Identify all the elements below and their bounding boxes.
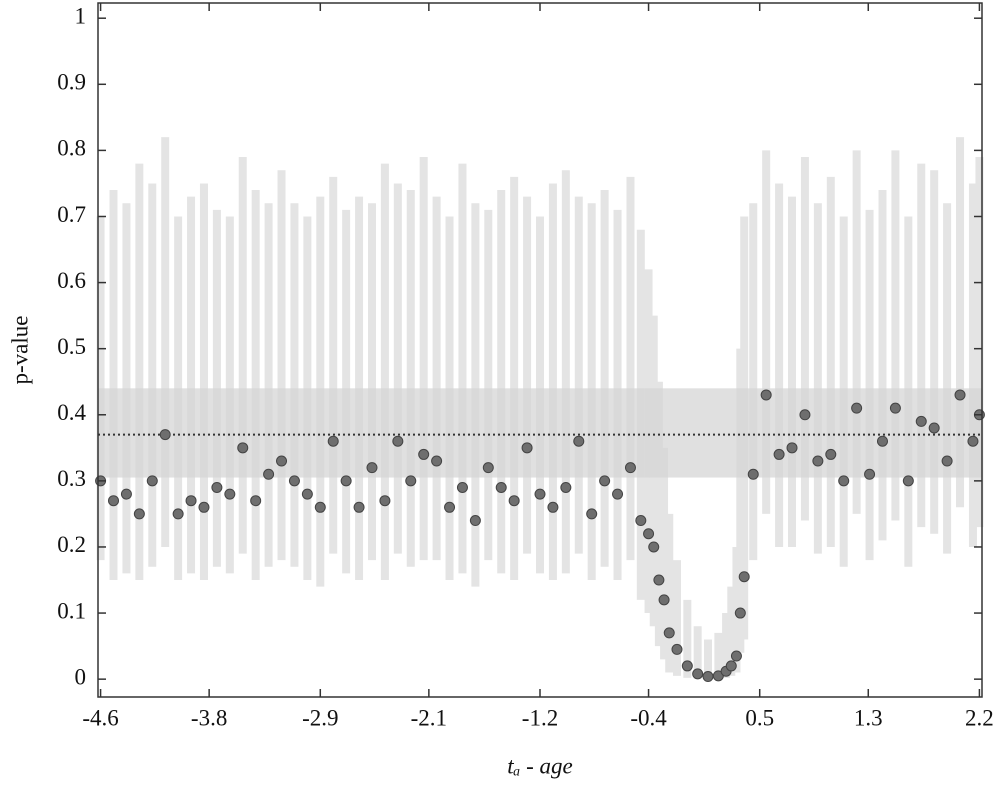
point	[224, 488, 236, 500]
point	[738, 571, 750, 583]
band	[98, 388, 982, 478]
point	[560, 481, 572, 493]
point	[469, 515, 481, 527]
point	[301, 488, 313, 500]
point	[760, 389, 772, 401]
point	[876, 435, 888, 447]
point	[418, 448, 430, 460]
x-axis-label: tₐ - age	[507, 753, 573, 778]
y-tick-label: 0.7	[57, 202, 86, 227]
point	[108, 495, 120, 507]
point	[405, 475, 417, 487]
point	[671, 643, 683, 655]
point	[133, 508, 145, 520]
point	[314, 501, 326, 513]
point	[237, 442, 249, 454]
x-tick-label: 2.2	[965, 705, 994, 730]
point	[825, 448, 837, 460]
point	[586, 508, 598, 520]
point	[392, 435, 404, 447]
point	[482, 462, 494, 474]
point	[444, 501, 456, 513]
point	[456, 481, 468, 493]
point	[327, 435, 339, 447]
x-tick-label: 0.5	[745, 705, 774, 730]
point	[902, 475, 914, 487]
point	[734, 607, 746, 619]
point	[431, 455, 443, 467]
y-tick-label: 0.3	[57, 466, 86, 491]
point	[353, 501, 365, 513]
y-tick-label: 0.8	[57, 136, 86, 161]
point	[658, 594, 670, 606]
point	[663, 627, 675, 639]
point	[573, 435, 585, 447]
x-tick-label: -0.4	[630, 705, 667, 730]
y-tick-label: 0.5	[57, 334, 86, 359]
point	[812, 455, 824, 467]
point	[185, 495, 197, 507]
point	[534, 488, 546, 500]
y-tick-label: 0.6	[57, 268, 86, 293]
point	[889, 402, 901, 414]
point	[648, 541, 660, 553]
point	[851, 402, 863, 414]
x-tick-label: 1.3	[854, 705, 883, 730]
point	[263, 468, 275, 480]
point	[653, 574, 665, 586]
point	[725, 660, 737, 672]
point	[928, 422, 940, 434]
point	[159, 429, 171, 441]
point	[941, 455, 953, 467]
y-tick-label: 0	[75, 664, 87, 689]
point	[547, 501, 559, 513]
point	[624, 462, 636, 474]
point	[954, 389, 966, 401]
point	[276, 455, 288, 467]
point	[747, 468, 759, 480]
point	[799, 409, 811, 421]
point	[838, 475, 850, 487]
point	[773, 448, 785, 460]
point	[172, 508, 184, 520]
y-axis-label: p-value	[7, 316, 32, 385]
point	[681, 660, 693, 672]
x-tick-label: -2.1	[411, 705, 447, 730]
y-tick-label: 0.9	[57, 70, 86, 95]
x-tick-label: -3.8	[191, 705, 227, 730]
point	[198, 501, 210, 513]
point	[288, 475, 300, 487]
point	[967, 435, 979, 447]
point	[120, 488, 132, 500]
point	[146, 475, 158, 487]
point	[366, 462, 378, 474]
point	[702, 671, 714, 683]
point	[635, 515, 647, 527]
point	[379, 495, 391, 507]
point	[915, 415, 927, 427]
point	[599, 475, 611, 487]
point	[211, 481, 223, 493]
point	[786, 442, 798, 454]
point	[495, 481, 507, 493]
point	[643, 528, 655, 540]
point	[864, 468, 876, 480]
point	[250, 495, 262, 507]
point	[508, 495, 520, 507]
y-tick-label: 0.1	[57, 598, 86, 623]
point	[730, 650, 742, 662]
x-tick-label: -4.6	[82, 705, 118, 730]
y-tick-label: 1	[75, 3, 87, 28]
x-tick-label: -1.2	[522, 705, 558, 730]
point	[521, 442, 533, 454]
y-tick-label: 0.4	[57, 400, 86, 425]
point	[692, 668, 704, 680]
x-tick-label: -2.9	[302, 705, 338, 730]
y-tick-label: 0.2	[57, 532, 86, 557]
point	[340, 475, 352, 487]
point	[612, 488, 624, 500]
